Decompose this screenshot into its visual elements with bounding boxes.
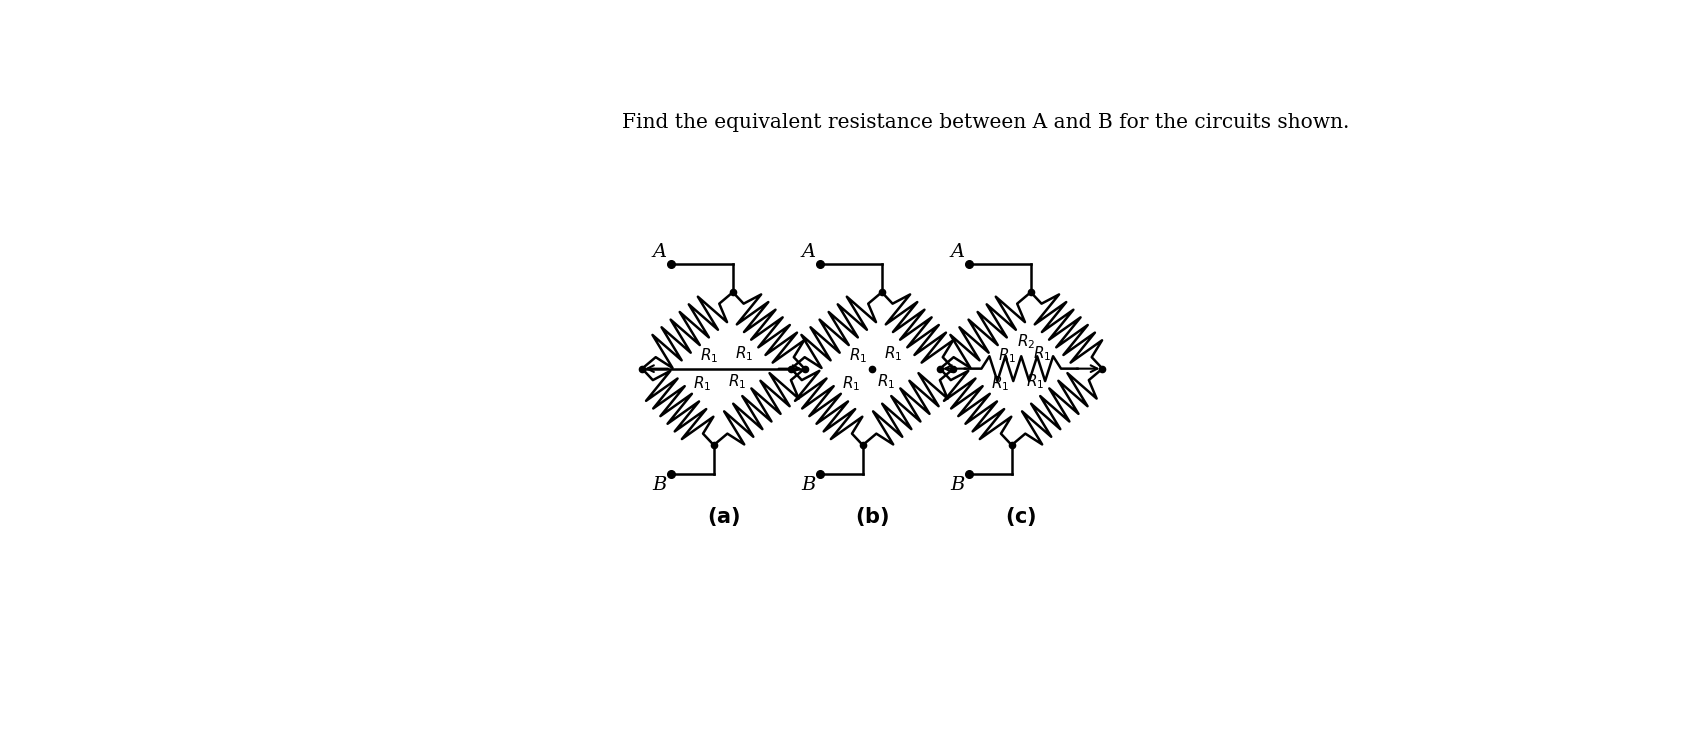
Text: A: A bbox=[652, 243, 665, 261]
Text: A: A bbox=[950, 243, 963, 261]
Text: $R_1$: $R_1$ bbox=[735, 344, 754, 363]
Text: $R_1$: $R_1$ bbox=[1026, 372, 1045, 391]
Text: $R_1$: $R_1$ bbox=[693, 374, 711, 393]
Text: $R_2$: $R_2$ bbox=[1016, 333, 1035, 351]
Text: $R_1$: $R_1$ bbox=[700, 347, 718, 365]
Text: $R_1$: $R_1$ bbox=[883, 344, 902, 363]
Text: Find the equivalent resistance between A and B for the circuits shown.: Find the equivalent resistance between A… bbox=[623, 113, 1350, 132]
Text: B: B bbox=[950, 476, 963, 494]
Text: $R_1$: $R_1$ bbox=[728, 372, 747, 391]
Text: A: A bbox=[802, 243, 815, 261]
Text: B: B bbox=[652, 476, 665, 494]
Text: $R_1$: $R_1$ bbox=[878, 372, 895, 391]
Text: $\bf{(a)}$: $\bf{(a)}$ bbox=[706, 505, 740, 529]
Text: B: B bbox=[802, 476, 815, 494]
Text: $R_1$: $R_1$ bbox=[842, 374, 861, 393]
Text: $R_1$: $R_1$ bbox=[1033, 344, 1052, 363]
Text: $R_1$: $R_1$ bbox=[997, 347, 1016, 365]
Text: $\bf{(c)}$: $\bf{(c)}$ bbox=[1006, 505, 1037, 529]
Text: $R_1$: $R_1$ bbox=[849, 347, 866, 365]
Text: $\bf{(b)}$: $\bf{(b)}$ bbox=[854, 505, 890, 529]
Text: $R_1$: $R_1$ bbox=[991, 374, 1009, 393]
